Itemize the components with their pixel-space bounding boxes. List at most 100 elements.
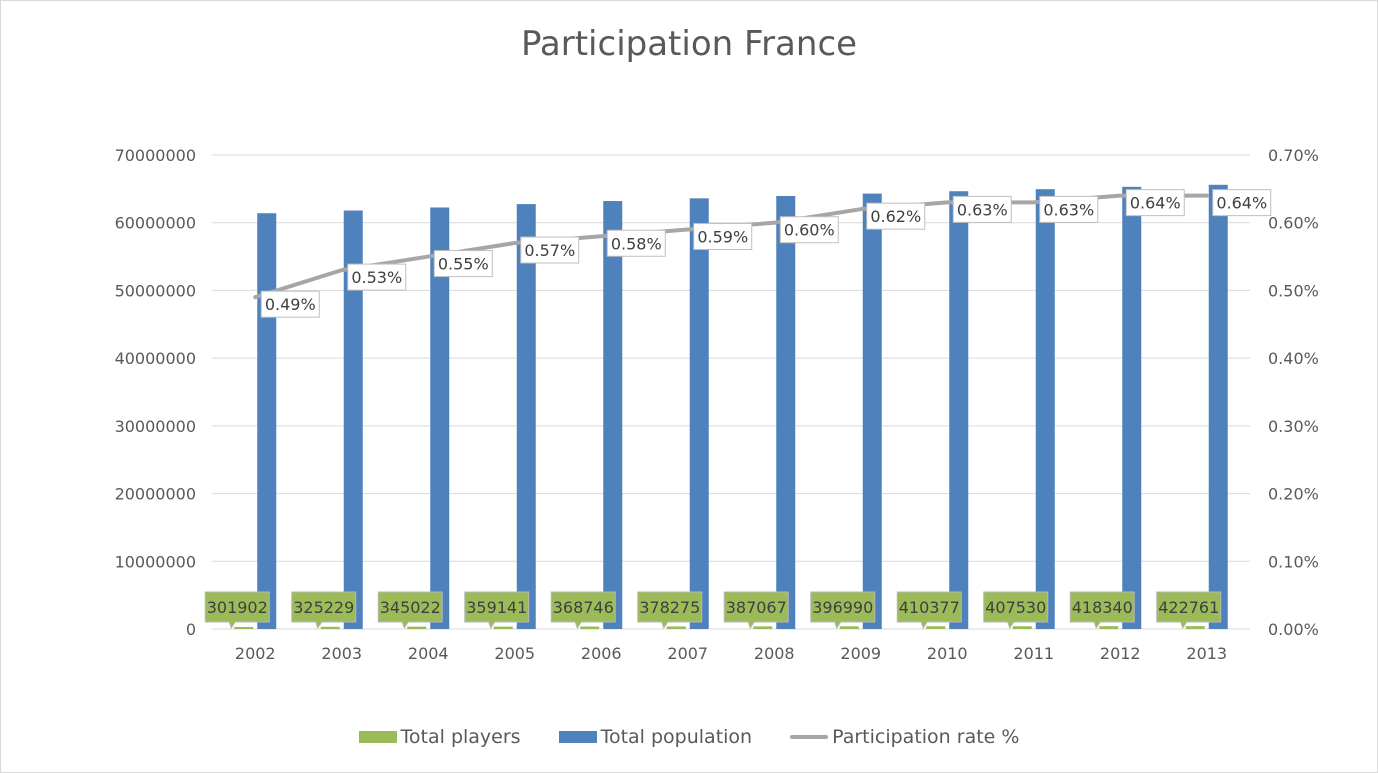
- x-tick-label: 2011: [1013, 644, 1054, 663]
- player-data-label: 325229: [293, 598, 354, 617]
- x-tick-label: 2013: [1186, 644, 1227, 663]
- line-data-label: 0.63%: [957, 200, 1008, 219]
- y-right-tick-label: 0.10%: [1268, 552, 1319, 571]
- bar-total-population: [343, 210, 363, 630]
- y-left-tick-label: 40000000: [115, 349, 196, 368]
- player-data-label: 345022: [380, 598, 441, 617]
- legend-label-total-population: Total population: [600, 726, 753, 748]
- player-data-label: 368746: [553, 598, 614, 617]
- bar-total-players: [926, 626, 946, 629]
- player-data-label: 418340: [1072, 598, 1133, 617]
- bar-total-players: [839, 626, 859, 629]
- bar-total-players: [1012, 626, 1032, 629]
- bar-total-population: [257, 213, 277, 629]
- bar-total-population: [949, 191, 969, 629]
- line-label-box: [1039, 195, 1099, 223]
- chart-legend: Total players Total population Participa…: [0, 726, 1378, 748]
- bar-total-players: [1099, 626, 1119, 629]
- bar-total-population: [862, 193, 882, 629]
- bar-total-population: [689, 198, 709, 629]
- line-label-box: [1125, 189, 1185, 217]
- y-left-tick-label: 50000000: [115, 281, 196, 300]
- line-label-box: [952, 195, 1012, 223]
- player-label-box: [1156, 591, 1222, 630]
- player-data-label: 407530: [985, 598, 1046, 617]
- x-tick-label: 2007: [667, 644, 708, 663]
- legend-label-total-players: Total players: [400, 726, 521, 748]
- y-left-tick-label: 0: [186, 620, 196, 639]
- player-label-box: [377, 591, 443, 630]
- line-label-box: [1212, 189, 1272, 217]
- bar-total-population: [1035, 189, 1055, 629]
- bar-total-players: [234, 626, 254, 629]
- legend-item-total-population: Total population: [558, 726, 753, 748]
- player-label-box: [291, 591, 357, 630]
- player-data-label: 378275: [639, 598, 700, 617]
- player-data-label: 422761: [1158, 598, 1219, 617]
- player-data-label: 387067: [726, 598, 787, 617]
- y-right-tick-label: 0.60%: [1268, 214, 1319, 233]
- x-tick-label: 2008: [754, 644, 795, 663]
- y-right-tick-label: 0.70%: [1268, 146, 1319, 165]
- x-tick-label: 2003: [321, 644, 362, 663]
- player-label-box: [637, 591, 703, 630]
- y-right-tick-label: 0.00%: [1268, 620, 1319, 639]
- line-label-box: [347, 263, 407, 291]
- bar-total-players: [320, 626, 340, 629]
- player-label-box: [810, 591, 876, 630]
- bar-total-population: [430, 207, 450, 629]
- player-data-label: 410377: [899, 598, 960, 617]
- x-tick-label: 2002: [235, 644, 276, 663]
- line-label-box: [779, 216, 839, 244]
- x-tick-label: 2010: [927, 644, 968, 663]
- x-tick-label: 2005: [494, 644, 535, 663]
- bar-total-population: [776, 195, 796, 629]
- line-data-label: 0.64%: [1216, 194, 1267, 213]
- player-label-box: [550, 591, 616, 630]
- line-data-label: 0.57%: [524, 241, 575, 260]
- bar-total-players: [493, 626, 513, 629]
- x-tick-label: 2009: [840, 644, 881, 663]
- line-label-box: [433, 250, 493, 278]
- player-label-box: [204, 591, 270, 630]
- x-tick-label: 2006: [581, 644, 622, 663]
- y-right-tick-label: 0.30%: [1268, 417, 1319, 436]
- chart-title: Participation France: [520, 24, 858, 64]
- y-right-tick-label: 0.40%: [1268, 349, 1319, 368]
- x-tick-label: 2004: [408, 644, 449, 663]
- line-data-label: 0.59%: [697, 227, 748, 246]
- line-data-label: 0.58%: [611, 234, 662, 253]
- legend-swatch-total-population: [558, 731, 597, 743]
- line-label-box: [693, 222, 753, 250]
- bar-total-population: [603, 201, 623, 629]
- legend-swatch-participation-rate: [790, 735, 829, 739]
- bar-total-players: [753, 626, 773, 629]
- player-label-box: [464, 591, 530, 630]
- y-left-tick-label: 60000000: [115, 214, 196, 233]
- bar-total-players: [1185, 626, 1205, 629]
- line-label-box: [866, 202, 926, 230]
- player-data-label: 359141: [466, 598, 527, 617]
- legend-label-participation-rate: Participation rate %: [832, 726, 1020, 748]
- y-right-tick-label: 0.20%: [1268, 485, 1319, 504]
- line-data-label: 0.55%: [438, 255, 489, 274]
- bar-total-population: [1208, 184, 1228, 629]
- bar-total-players: [666, 626, 686, 629]
- line-data-label: 0.64%: [1130, 194, 1181, 213]
- player-data-label: 396990: [812, 598, 873, 617]
- player-label-box: [896, 591, 962, 630]
- legend-item-total-players: Total players: [358, 726, 521, 748]
- y-left-tick-label: 70000000: [115, 146, 196, 165]
- line-label-box: [520, 236, 580, 264]
- y-left-tick-label: 30000000: [115, 417, 196, 436]
- legend-swatch-total-players: [358, 731, 397, 743]
- bar-total-players: [580, 626, 600, 629]
- y-right-tick-label: 0.50%: [1268, 281, 1319, 300]
- player-label-box: [723, 591, 789, 630]
- line-label-box: [260, 290, 320, 318]
- x-tick-label: 2012: [1100, 644, 1141, 663]
- bar-total-players: [407, 626, 427, 629]
- y-left-tick-label: 10000000: [115, 552, 196, 571]
- line-data-label: 0.49%: [265, 295, 316, 314]
